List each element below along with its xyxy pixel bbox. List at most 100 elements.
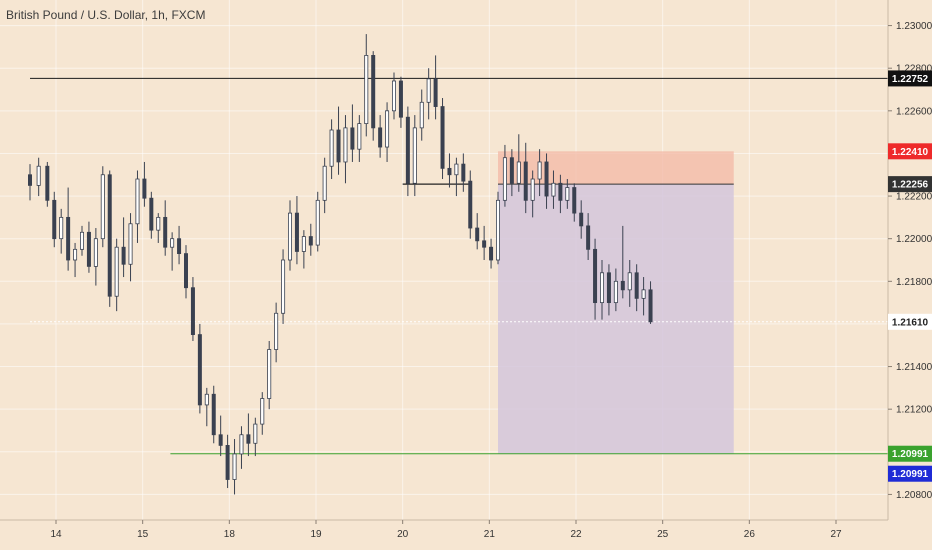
price-label-background	[888, 313, 932, 330]
time-tick-label: 21	[484, 529, 496, 540]
candle-body	[648, 289, 653, 323]
price-label-pointer	[888, 317, 892, 326]
candle-body	[170, 238, 175, 248]
price-label-background	[888, 70, 932, 87]
price-tick-label: 1.20800	[896, 490, 932, 501]
candle-body	[537, 161, 542, 180]
price-label-entry: 1.22256	[888, 176, 932, 193]
candle-body	[613, 280, 618, 304]
candle-body	[121, 246, 126, 265]
time-tick-label: 27	[830, 529, 842, 540]
candle-body	[142, 178, 147, 199]
candle-body	[482, 240, 487, 248]
candle-body	[509, 157, 514, 184]
candle-body	[593, 248, 598, 304]
candle-body	[523, 161, 528, 201]
candle-body	[281, 259, 286, 314]
price-tick-label: 1.21400	[896, 362, 932, 373]
price-label-pointer	[888, 449, 892, 458]
candle-body	[211, 393, 216, 436]
candle-body	[378, 127, 383, 148]
candle-body	[572, 187, 577, 214]
title-separator-2: ,	[164, 8, 172, 22]
candle-body	[329, 129, 334, 167]
candle-body	[551, 182, 556, 197]
position-zones[interactable]	[498, 151, 734, 454]
price-tick-label: 1.23000	[896, 21, 932, 32]
interval-label: 1h	[151, 8, 165, 22]
candle-body	[114, 246, 119, 297]
candle-body	[454, 163, 459, 176]
candle-body	[253, 423, 258, 444]
candle-body	[301, 236, 306, 252]
candle-body	[600, 272, 605, 304]
price-label-target-alt: 1.20991	[888, 465, 932, 482]
price-label-pointer	[888, 180, 892, 189]
candle-body	[634, 272, 639, 299]
horizontal-lines[interactable]	[30, 77, 888, 455]
candle-body	[641, 289, 646, 299]
candle-body	[232, 453, 237, 480]
candle-body	[343, 127, 348, 163]
price-label-background	[888, 445, 932, 462]
candle-body	[93, 238, 98, 267]
time-tick-label: 18	[224, 529, 236, 540]
candle-body	[73, 248, 78, 261]
candle-body	[294, 212, 299, 252]
candle-body	[197, 334, 202, 406]
take-profit-zone[interactable]	[498, 184, 734, 454]
candle-body	[391, 80, 396, 112]
price-label-resistance: 1.22752	[888, 70, 932, 87]
price-label-target: 1.20991	[888, 445, 932, 462]
candle-body	[177, 238, 182, 255]
candle-body	[246, 434, 251, 444]
candle-body	[45, 165, 50, 201]
candle-body	[364, 55, 369, 125]
candle-body	[350, 127, 355, 150]
candle-body	[135, 178, 140, 225]
title-separator-1: ,	[144, 8, 152, 22]
price-tick-label: 1.22800	[896, 64, 932, 75]
symbol-name: British Pound / U.S. Dollar	[6, 8, 145, 22]
price-label-pointer	[888, 469, 892, 478]
candle-body	[287, 212, 292, 261]
candle-body	[468, 180, 473, 229]
price-label-text: 1.22410	[892, 147, 929, 158]
stop-loss-zone[interactable]	[498, 151, 734, 185]
time-axis[interactable]: 14 15 18 19 20 21 22 25 26 27	[50, 520, 842, 540]
candle-body	[627, 272, 632, 291]
candle-body	[260, 398, 265, 425]
price-label-background	[888, 143, 932, 160]
candle-body	[36, 165, 41, 186]
candle-body	[218, 434, 223, 446]
candle-body	[419, 101, 424, 129]
price-tick-label: 1.21800	[896, 277, 932, 288]
time-tick-label: 25	[657, 529, 669, 540]
candle-body	[183, 253, 188, 289]
candle-body	[475, 227, 480, 242]
candle-body	[426, 78, 431, 103]
candle-body	[530, 178, 535, 201]
candle-body	[440, 106, 445, 169]
candle-body	[156, 216, 161, 231]
candles	[27, 34, 653, 495]
candle-body	[447, 167, 452, 176]
price-label-background	[888, 176, 932, 193]
time-tick-label: 19	[310, 529, 322, 540]
candle-body	[385, 110, 390, 148]
candle-body	[315, 199, 320, 246]
price-label-text: 1.20991	[892, 449, 929, 460]
price-tick-label: 1.22600	[896, 106, 932, 117]
candle-body	[544, 161, 549, 197]
candle-body	[357, 123, 362, 150]
candle-body	[204, 393, 209, 406]
candle-body	[80, 231, 85, 250]
candle-body	[86, 231, 91, 267]
time-tick-label: 26	[744, 529, 756, 540]
candle-body	[558, 182, 563, 201]
candle-body	[412, 127, 417, 184]
price-label-background	[888, 465, 932, 482]
exchange-label: FXCM	[171, 8, 206, 22]
candle-body	[516, 161, 521, 184]
